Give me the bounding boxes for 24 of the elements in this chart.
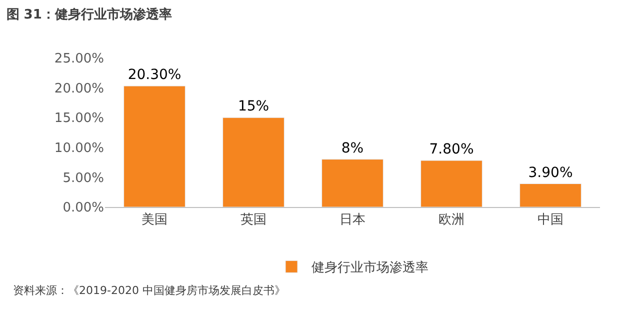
bar xyxy=(520,184,582,207)
bar xyxy=(322,159,384,207)
data-label: 3.90% xyxy=(528,164,573,181)
x-tick-label: 英国 xyxy=(240,212,266,228)
bar xyxy=(222,117,284,207)
y-tick-label: 15.00% xyxy=(54,111,104,126)
chart-title: 图 31：健身行业市场渗透率 xyxy=(6,6,172,23)
data-label: 8% xyxy=(341,140,364,156)
x-tick-label: 美国 xyxy=(142,212,168,228)
bar xyxy=(124,86,186,207)
x-tick-label: 中国 xyxy=(538,212,564,228)
text: 资料来源：《2019-2020 中国健身房市场发展白皮书》 xyxy=(13,284,286,297)
data-label: 15% xyxy=(238,98,270,115)
x-tick-label: 欧洲 xyxy=(438,212,464,228)
y-tick-label: 5.00% xyxy=(62,170,104,186)
y-tick-label: 25.00% xyxy=(54,52,104,67)
y-tick-label: 20.00% xyxy=(54,81,104,96)
y-tick-label: 10.00% xyxy=(54,140,104,156)
bar xyxy=(420,160,482,207)
data-label: 20.30% xyxy=(128,67,182,84)
legend-label: 健身行业市场渗透率 xyxy=(312,260,428,276)
x-tick-label: 日本 xyxy=(340,212,366,228)
data-label: 7.80% xyxy=(429,142,474,158)
y-tick-label: 0.00% xyxy=(62,200,104,216)
